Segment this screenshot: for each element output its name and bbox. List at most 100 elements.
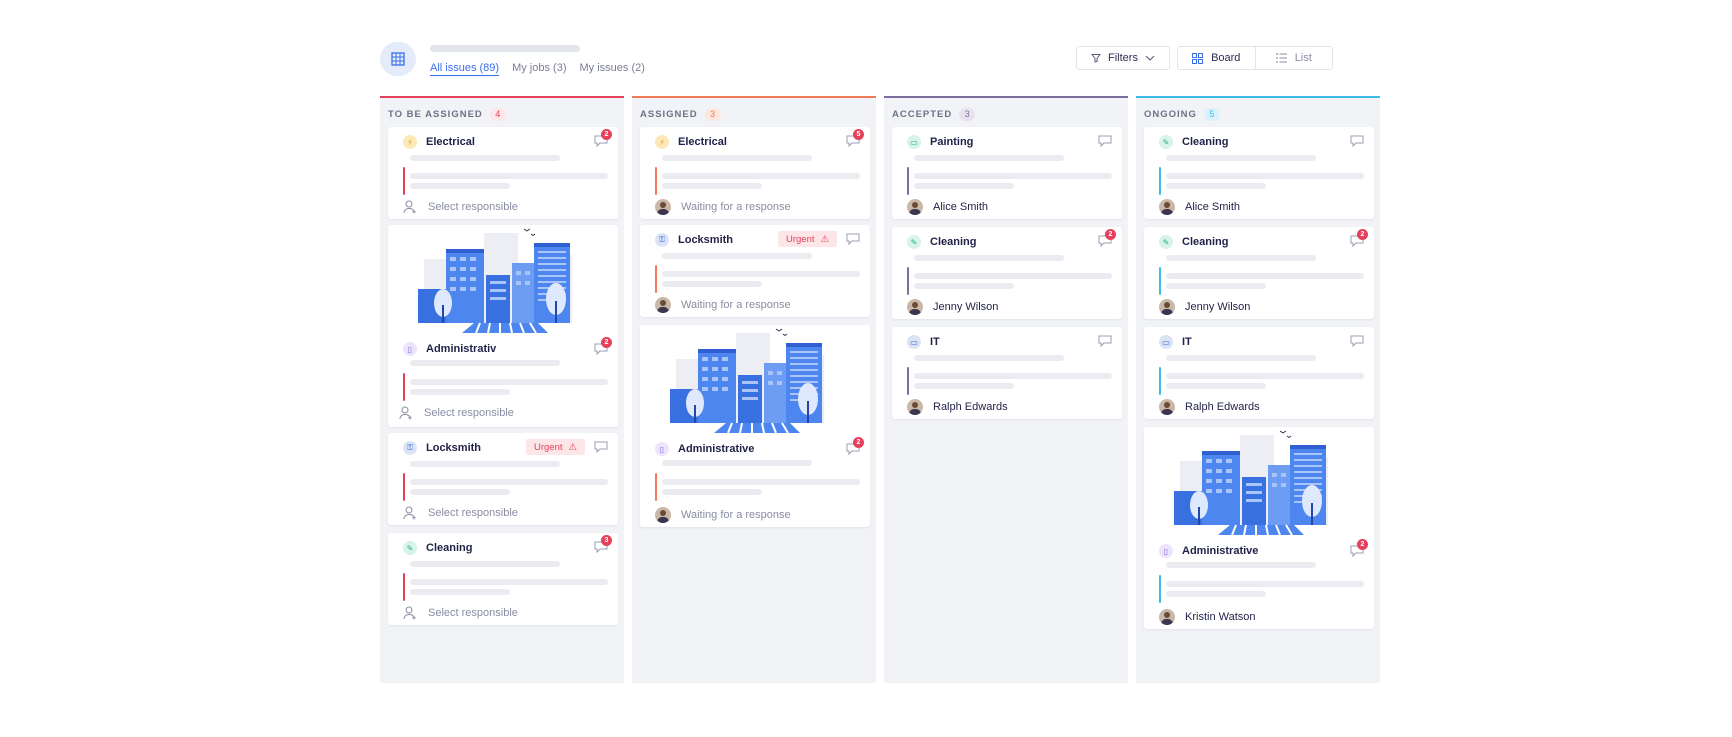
select-responsible[interactable]: Select responsible (399, 405, 514, 420)
comment-icon[interactable] (594, 441, 608, 453)
issue-card[interactable]: ✎ Cleaning 2 Jenny Wilson (1144, 227, 1374, 319)
issue-tabs: All issues (89) My jobs (3) My issues (2… (430, 62, 645, 76)
board-view-button[interactable]: Board (1178, 47, 1255, 69)
computer-icon: ▭ (907, 335, 921, 349)
issue-card[interactable]: ⚡ Electrical 5 Waiting for a response (640, 127, 870, 219)
category-label: Cleaning (426, 542, 473, 554)
assignee[interactable]: Kristin Watson (1159, 609, 1256, 625)
tab-all-issues[interactable]: All issues (89) (430, 62, 500, 76)
issue-card[interactable]: ✎ Cleaning 2 Jenny Wilson (892, 227, 1122, 319)
broom-icon: ✎ (1159, 135, 1173, 149)
assignee[interactable]: Jenny Wilson (907, 299, 998, 315)
column-title: ONGOING (1144, 109, 1197, 120)
comment-count-badge: 2 (1357, 229, 1368, 240)
category-label: IT (1182, 336, 1192, 348)
issue-card[interactable]: ⚡ Electrical 2 Select responsible (388, 127, 618, 219)
issue-card[interactable]: ⚿ Locksmith Urgent ⚠ Select responsible (388, 433, 618, 525)
broom-icon: ✎ (403, 541, 417, 555)
column-accepted: ACCEPTED 3 ▭ Painting Alice Smith ✎ Cleani… (884, 96, 1128, 683)
avatar (907, 299, 923, 315)
alarm-icon: ⚠ (568, 441, 578, 453)
assignee[interactable]: Ralph Edwards (907, 399, 1008, 415)
avatar (1159, 609, 1175, 625)
category-label: Locksmith (678, 234, 734, 246)
comment-count-badge: 3 (601, 535, 612, 546)
column-title: ASSIGNED (640, 109, 698, 120)
key-icon: ⚿ (403, 441, 417, 455)
select-responsible[interactable]: Select responsible (403, 199, 518, 214)
issue-card[interactable]: ▯ Administrative 2 Waiting for a response (640, 325, 870, 527)
column-title: TO BE ASSIGNED (388, 109, 483, 120)
broom-icon: ✎ (1159, 235, 1173, 249)
category-label: Administrative (1182, 545, 1259, 557)
select-responsible[interactable]: Select responsible (403, 505, 518, 520)
comment-icon[interactable] (1098, 335, 1112, 347)
column-header: ONGOING 5 (1144, 108, 1220, 121)
list-view-button[interactable]: List (1254, 47, 1333, 69)
comment-icon[interactable] (1098, 135, 1112, 147)
issue-card[interactable]: ▯ Administrative 2 Kristin Watson (1144, 427, 1374, 629)
avatar (1159, 399, 1175, 415)
urgent-badge: Urgent ⚠ (526, 439, 586, 455)
assignee[interactable]: Jenny Wilson (1159, 299, 1250, 315)
comment-count-badge: 2 (1357, 539, 1368, 550)
assignee-status[interactable]: Waiting for a response (655, 297, 791, 313)
category-label: Electrical (426, 136, 475, 148)
select-responsible[interactable]: Select responsible (403, 605, 518, 620)
tab-my-jobs[interactable]: My jobs (3) (512, 62, 567, 74)
comment-icon[interactable] (846, 233, 860, 245)
issue-card[interactable]: ▭ IT Ralph Edwards (892, 327, 1122, 419)
count-badge: 5 (1203, 108, 1220, 121)
assignee[interactable]: Ralph Edwards (1159, 399, 1260, 415)
page-title-placeholder (430, 45, 580, 52)
issue-card[interactable]: ▭ IT Ralph Edwards (1144, 327, 1374, 419)
avatar (1159, 299, 1175, 315)
user-add-icon (403, 200, 416, 214)
grid-icon[interactable] (380, 42, 416, 76)
issue-card[interactable]: ✎ Cleaning 3 Select responsible (388, 533, 618, 625)
avatar (655, 297, 671, 313)
column-to-be-assigned: TO BE ASSIGNED 4 ⚡ Electrical 2 Select re… (380, 96, 624, 683)
avatar (1159, 199, 1175, 215)
building-icon: ▯ (1159, 544, 1173, 558)
avatar (907, 199, 923, 215)
comment-icon[interactable] (1350, 135, 1364, 147)
comment-icon[interactable] (1350, 335, 1364, 347)
issue-card[interactable]: ▭ Painting Alice Smith (892, 127, 1122, 219)
assignee-status[interactable]: Waiting for a response (655, 199, 791, 215)
category-label: IT (930, 336, 940, 348)
filters-button[interactable]: Filters (1076, 46, 1170, 70)
category-label: Electrical (678, 136, 727, 148)
column-header: ACCEPTED 3 (892, 108, 976, 121)
user-add-icon (403, 606, 416, 620)
category-label: Locksmith (426, 442, 482, 454)
category-label: Painting (930, 136, 974, 148)
grid-icon-glyph (391, 52, 405, 66)
computer-icon: ▭ (1159, 335, 1173, 349)
view-switch: Board List (1177, 46, 1333, 70)
issue-card[interactable]: ▯ Administrativ 2 Select responsible (388, 225, 618, 427)
user-add-icon (399, 406, 412, 420)
city-illustration (388, 225, 618, 333)
assignee[interactable]: Alice Smith (1159, 199, 1240, 215)
issue-card[interactable]: ⚿ Locksmith Urgent ⚠ Waiting for a respons… (640, 225, 870, 317)
lightning-icon: ⚡ (655, 135, 669, 149)
avatar (907, 399, 923, 415)
city-illustration (640, 325, 870, 433)
assignee-status[interactable]: Waiting for a response (655, 507, 791, 523)
category-label: Cleaning (930, 236, 977, 248)
city-illustration (1144, 427, 1374, 535)
building-icon: ▯ (403, 342, 417, 356)
user-add-icon (403, 506, 416, 520)
board-icon (1192, 52, 1204, 64)
issue-card[interactable]: ✎ Cleaning Alice Smith (1144, 127, 1374, 219)
broom-icon: ✎ (907, 235, 921, 249)
count-badge: 3 (704, 108, 721, 121)
tab-my-issues[interactable]: My issues (2) (579, 62, 645, 74)
comment-count-badge: 2 (853, 437, 864, 448)
key-icon: ⚿ (655, 233, 669, 247)
board-label: Board (1211, 52, 1241, 64)
paint-roller-icon: ▭ (907, 135, 921, 149)
assignee[interactable]: Alice Smith (907, 199, 988, 215)
column-title: ACCEPTED (892, 109, 953, 120)
